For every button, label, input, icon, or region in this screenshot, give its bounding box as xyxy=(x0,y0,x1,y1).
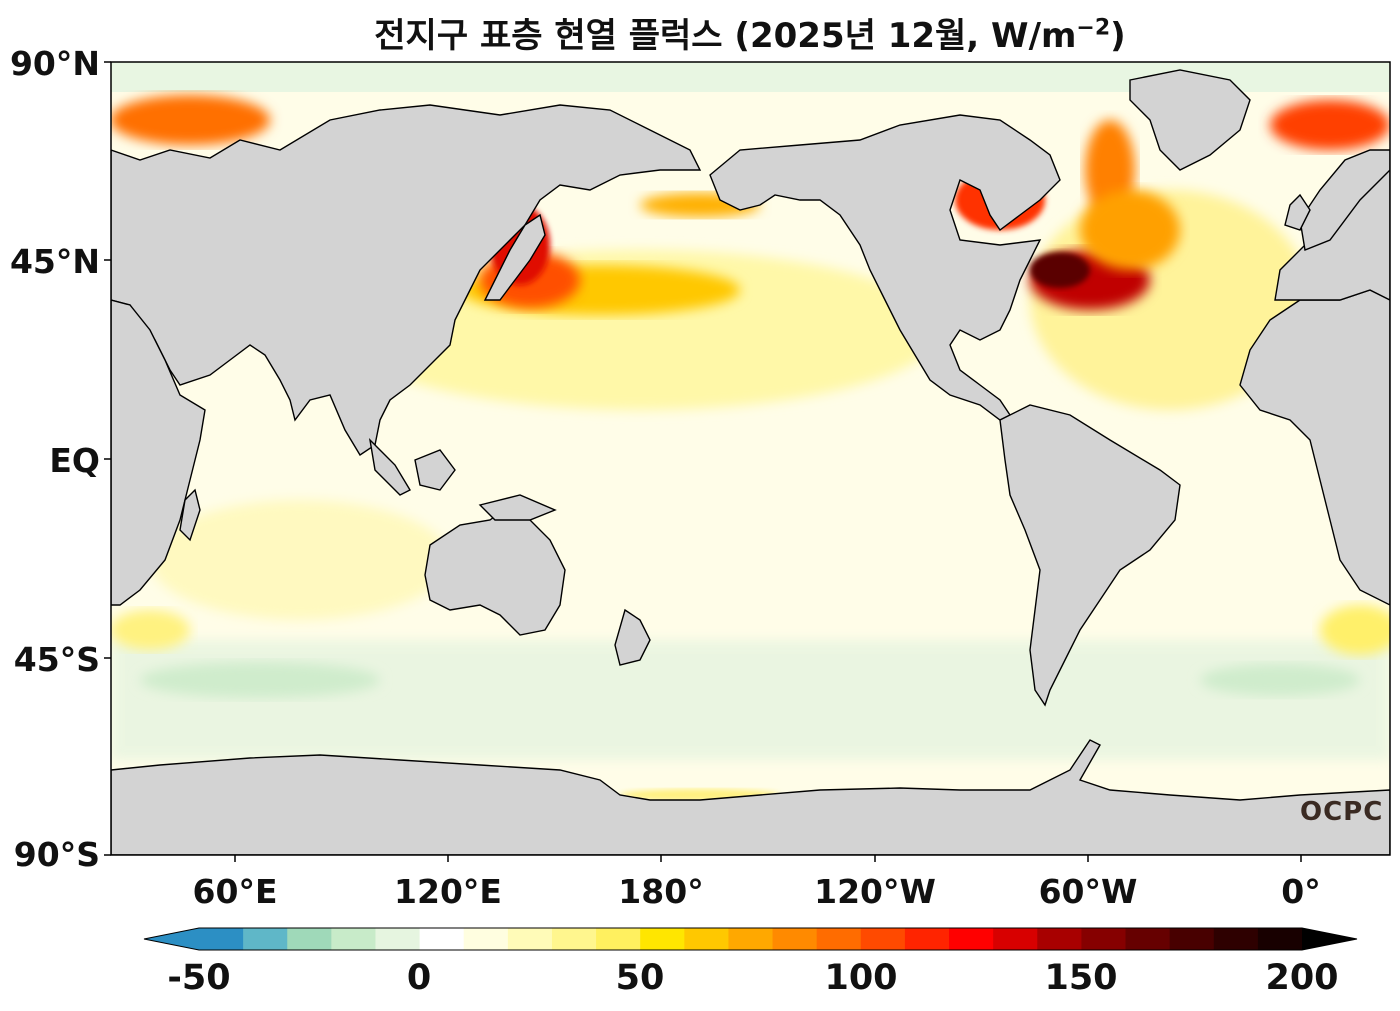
colorbar-segment xyxy=(816,928,862,950)
colorbar-segment xyxy=(728,928,774,950)
nordic-seas-hot xyxy=(1270,100,1390,150)
southern-ocean-cool-patch xyxy=(140,662,380,698)
colorbar-tick-label: 150 xyxy=(1044,958,1118,998)
colorbar-segment xyxy=(904,928,950,950)
southern-ocean-band xyxy=(111,640,1390,760)
colorbar-segment xyxy=(199,928,244,950)
southern-ocean-cool-patch xyxy=(1200,664,1360,696)
lat-label-90n: 90°N xyxy=(9,44,100,83)
colorbar-segment xyxy=(463,928,509,950)
lat-label-eq: EQ xyxy=(49,441,100,480)
colorbar-segment xyxy=(772,928,818,950)
colorbar-outline xyxy=(143,927,1358,951)
sumatra xyxy=(368,437,411,496)
colorbar-tick-label: 100 xyxy=(824,958,898,998)
colorbar-tick-label: 0 xyxy=(406,958,432,998)
lat-label-90s: 90°S xyxy=(13,835,100,874)
lon-label-180: 180° xyxy=(618,872,704,911)
borneo xyxy=(414,449,456,491)
colorbar-segment xyxy=(684,928,730,950)
south-indian-warm xyxy=(111,610,190,650)
colorbar-segment xyxy=(860,928,906,950)
colorbar-segment xyxy=(243,928,288,950)
axis-ticks xyxy=(104,61,1302,862)
colorbar-segment xyxy=(331,928,377,950)
colorbar-segment xyxy=(949,928,994,950)
africa xyxy=(111,299,206,606)
colorbar-tick-label: 50 xyxy=(615,958,665,998)
colorbar-tick-label: 200 xyxy=(1265,958,1339,998)
colorbar-segment xyxy=(993,928,1038,950)
map-title: 전지구 표층 현열 플럭스 (2025년 12월, W/m−2) xyxy=(374,15,1126,56)
uk xyxy=(1284,193,1311,231)
colorbar xyxy=(143,927,1358,951)
greenland xyxy=(1129,69,1251,171)
colorbar-segment xyxy=(551,928,597,950)
colorbar-over-arrow xyxy=(1302,928,1357,950)
land xyxy=(111,69,1390,855)
new-guinea xyxy=(478,494,557,521)
barents-sea-hot xyxy=(111,95,270,145)
new-zealand xyxy=(614,608,651,666)
colorbar-tick-label: -50 xyxy=(167,958,231,998)
colorbar-segment xyxy=(375,928,421,950)
colorbar-under-arrow xyxy=(144,928,199,950)
lat-label-45s: 45°S xyxy=(13,640,100,679)
north-america xyxy=(709,114,1061,421)
south-america xyxy=(999,404,1181,707)
japan xyxy=(483,213,546,301)
colorbar-segment xyxy=(419,928,465,950)
gulf-stream-core xyxy=(1030,252,1090,288)
north-atlantic-hot xyxy=(1080,190,1180,270)
south-atlantic-warm xyxy=(1320,605,1390,655)
colorbar-segment xyxy=(507,928,553,950)
colorbar-segment xyxy=(1213,928,1259,950)
lon-label-120e: 120°E xyxy=(394,872,502,911)
lon-label-60w: 60°W xyxy=(1038,872,1138,911)
indian-ocean-warm xyxy=(150,500,450,620)
colorbar-segment xyxy=(1037,928,1082,950)
lat-label-45n: 45°N xyxy=(9,242,100,281)
colorbar-segment xyxy=(1125,928,1171,950)
colorbar-segment xyxy=(287,928,332,950)
lon-label-120w: 120°W xyxy=(814,872,936,911)
madagascar xyxy=(179,488,201,542)
lon-label-0: 0° xyxy=(1281,872,1321,911)
antarctica xyxy=(111,739,1390,855)
lon-label-60e: 60°E xyxy=(192,872,278,911)
colorbar-segment xyxy=(1081,928,1127,950)
colorbar-segment xyxy=(1169,928,1215,950)
eurasia xyxy=(111,104,702,456)
colorbar-segment xyxy=(1257,928,1303,950)
colorbar-segment xyxy=(640,928,685,950)
colorbar-segment xyxy=(596,928,641,950)
scandinavia xyxy=(1299,149,1390,251)
ocpc-watermark: OCPC xyxy=(1300,797,1384,827)
